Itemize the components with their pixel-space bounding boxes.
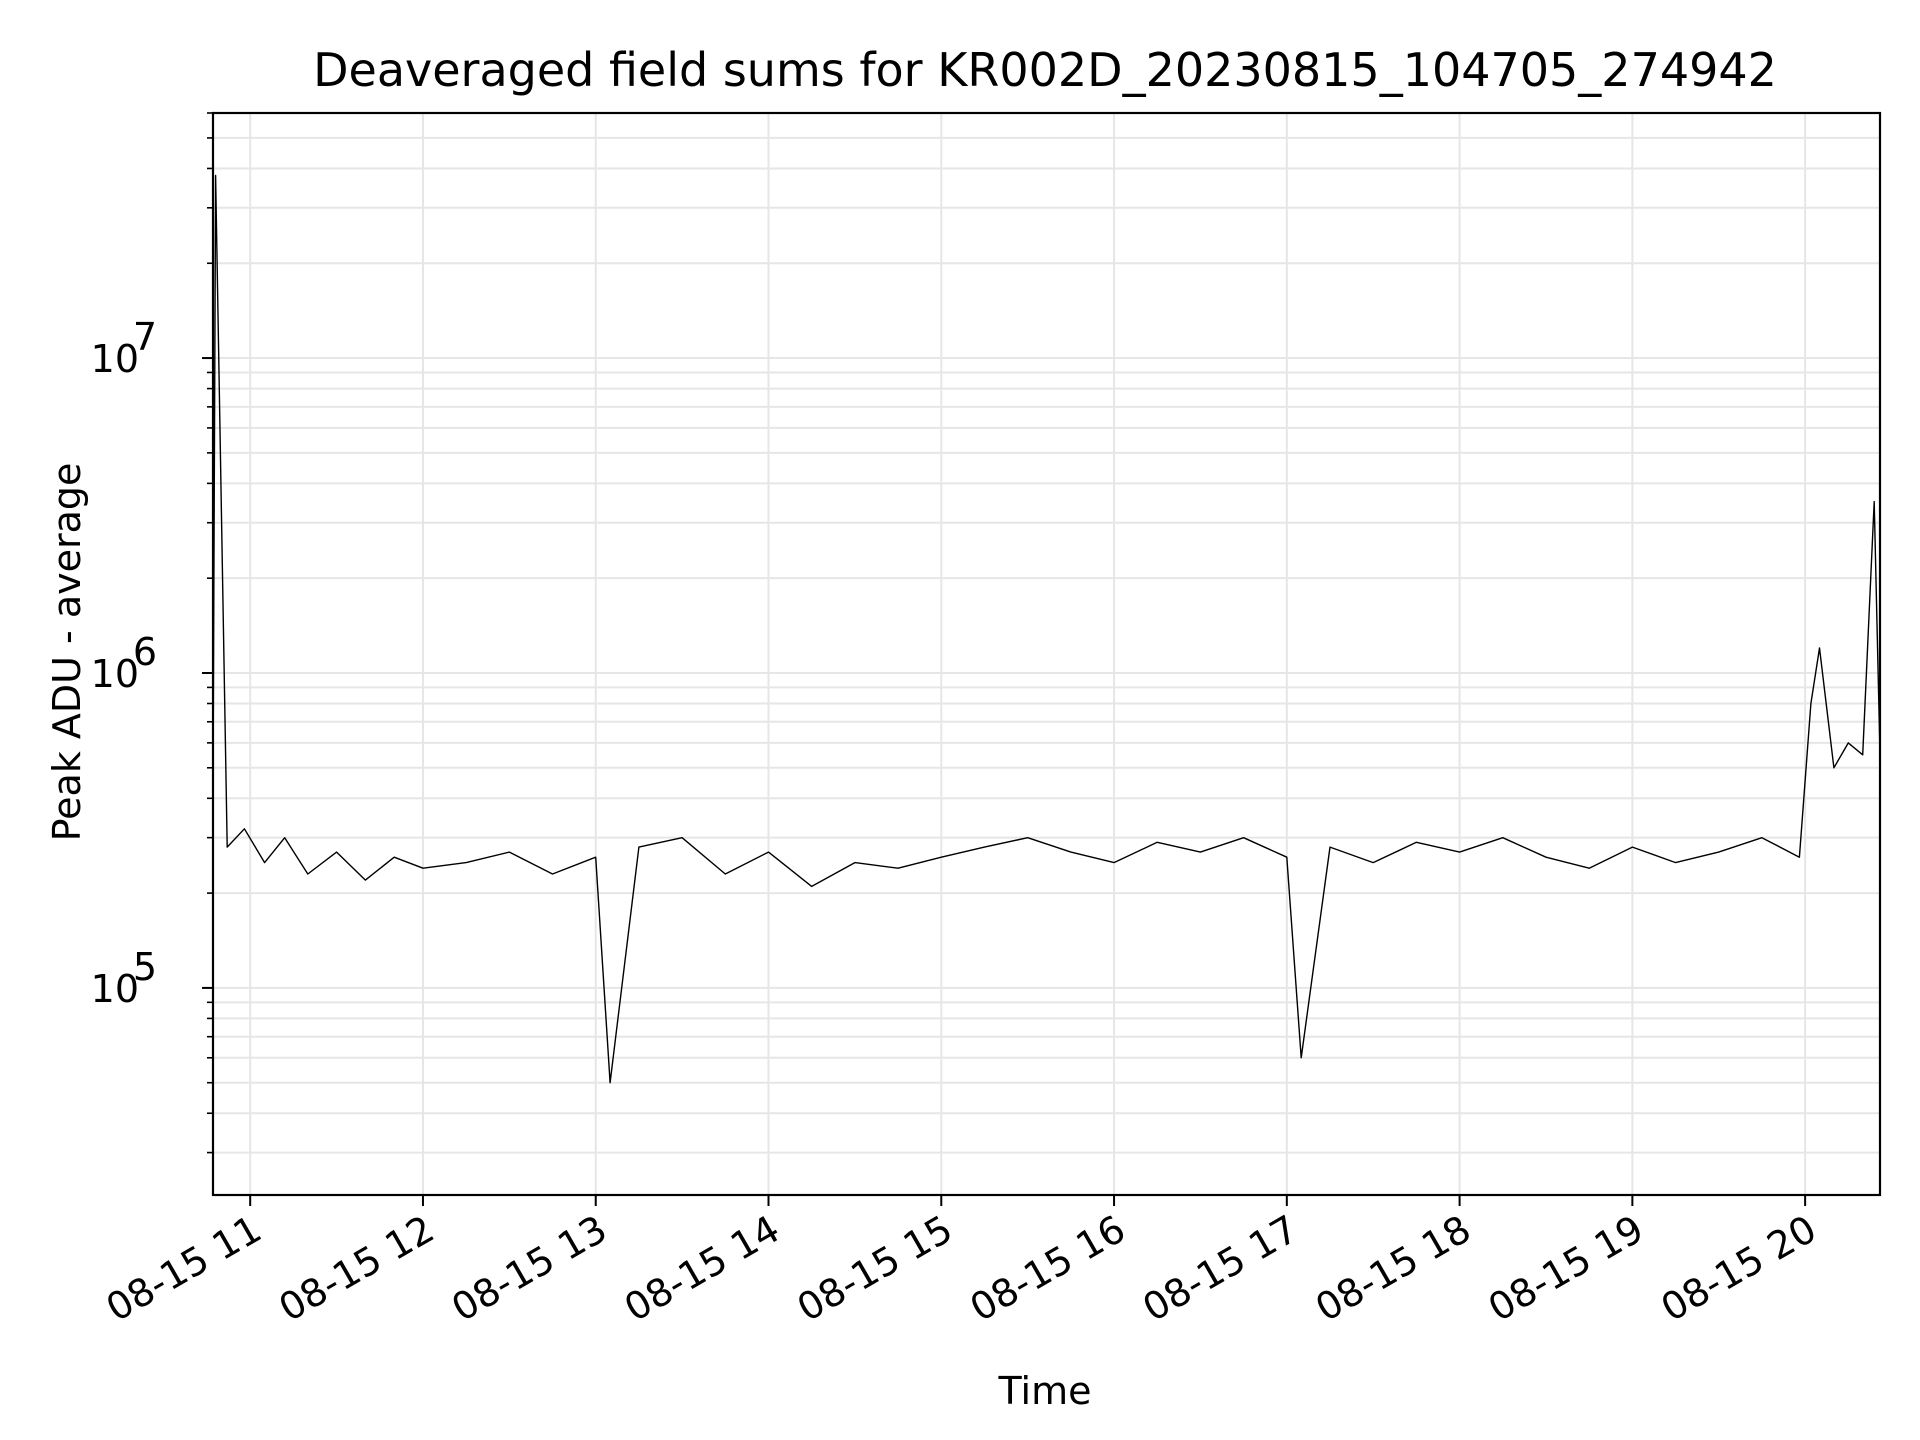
- y-tick-label-base: 10: [91, 337, 139, 381]
- major-gridlines: [213, 113, 1880, 1195]
- minor-gridlines: [213, 112, 1880, 1154]
- y-tick-label: 10: [91, 337, 139, 381]
- y-tick-label-base: 10: [91, 652, 139, 696]
- y-tick-label: 10: [91, 652, 139, 696]
- series-line: [212, 174, 1881, 1084]
- y-tick-label-exponent: 5: [133, 945, 157, 989]
- plot-area-frame: [211, 111, 1882, 1197]
- y-tick-label-base: 10: [91, 967, 139, 1011]
- chart-title: Deaveraged field sums for KR002D_2023081…: [313, 43, 1777, 97]
- y-tick-label-exponent: 7: [133, 315, 157, 359]
- x-axis-label: Time: [998, 1369, 1092, 1413]
- y-tick-label-exponent: 6: [133, 630, 157, 674]
- y-axis-label: Peak ADU - average: [45, 463, 89, 842]
- y-tick-label: 10: [91, 967, 139, 1011]
